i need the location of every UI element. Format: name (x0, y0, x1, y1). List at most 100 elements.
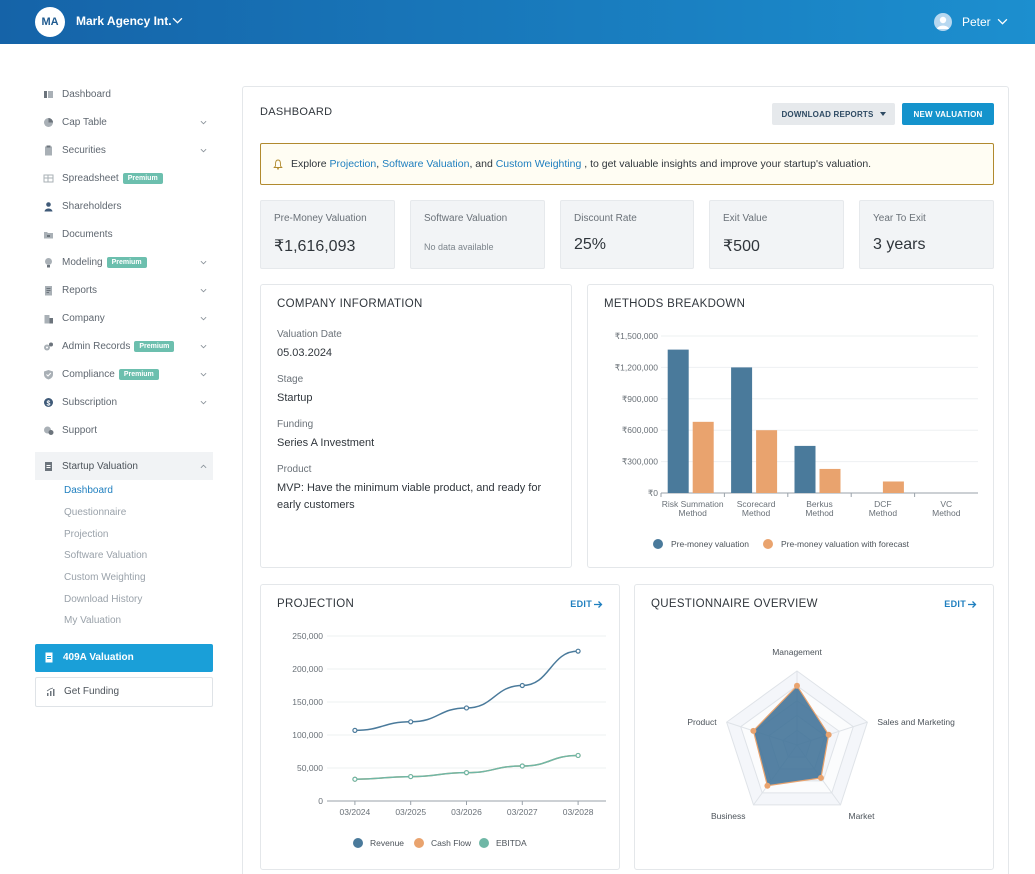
data-point[interactable] (408, 773, 414, 780)
product-label: Product (277, 464, 312, 475)
sidebar-item-label: Subscription (62, 396, 118, 408)
methods-breakdown-chart: ₹0 ₹300,000 ₹600,000 ₹900,000 ₹1,200,000 ₹1,5… (615, 331, 978, 549)
sidebar-item-label: Documents (62, 228, 113, 240)
sidebar-item-startup-valuation[interactable]: Startup Valuation (35, 452, 213, 480)
x-tick-label: VC Method (932, 499, 961, 518)
data-point[interactable] (575, 648, 581, 654)
sidebar-item-admin-records[interactable]: Admin Records Premium (35, 332, 213, 360)
data-point[interactable] (463, 705, 470, 711)
chevron-down-icon (200, 288, 207, 293)
bar[interactable] (756, 430, 778, 493)
legend-label: Cash Flow (431, 838, 472, 848)
submenu-item-dashboard[interactable]: Dashboard (64, 485, 113, 497)
projection-edit-button[interactable]: EDIT (570, 599, 603, 609)
clipboard-icon (45, 145, 52, 155)
new-valuation-button[interactable]: NEW VALUATION (902, 103, 994, 125)
submenu-item-download-history[interactable]: Download History (64, 593, 143, 605)
growth-chart-icon (46, 687, 55, 696)
projection-link[interactable]: Projection (329, 158, 377, 170)
card-title: METHODS BREAKDOWN (604, 298, 746, 310)
bar[interactable] (794, 445, 816, 493)
legend-label: Pre-money valuation (671, 539, 749, 549)
premium-badge: Premium (106, 256, 147, 268)
bar[interactable] (819, 468, 841, 493)
questionnaire-edit-button[interactable]: EDIT (944, 599, 977, 609)
sidebar-item-label: Shareholders (62, 200, 122, 212)
x-tick-label: 03/2027 (507, 807, 538, 817)
sidebar-item-spreadsheet[interactable]: Spreadsheet Premium (35, 164, 213, 192)
sidebar-item-cap-table[interactable]: Cap Table (35, 108, 213, 136)
submenu-item-software-valuation[interactable]: Software Valuation (64, 550, 148, 562)
bar[interactable] (882, 481, 904, 493)
submenu-item-questionnaire[interactable]: Questionnaire (64, 507, 127, 519)
sidebar-item-securities[interactable]: Securities (35, 136, 213, 164)
chevron-down-icon[interactable] (172, 15, 183, 26)
sidebar-item-shareholders[interactable]: Shareholders (35, 192, 213, 220)
data-point[interactable] (519, 682, 525, 689)
radar-point[interactable] (750, 727, 757, 734)
legend-swatch (763, 539, 773, 549)
sidebar-item-dashboard[interactable]: Dashboard (35, 80, 213, 108)
get-funding-label: Get Funding (64, 686, 120, 698)
data-point[interactable] (352, 776, 358, 782)
valuation-date-label: Valuation Date (277, 329, 342, 340)
submenu-item-custom-weighting[interactable]: Custom Weighting (64, 572, 146, 584)
download-reports-button[interactable]: DOWNLOAD REPORTS (772, 103, 895, 125)
kpi-label: Exit Value (723, 213, 768, 224)
chevron-down-icon (200, 260, 207, 265)
chevron-down-icon[interactable] (997, 16, 1008, 27)
data-point[interactable] (519, 763, 525, 769)
radar-point[interactable] (825, 731, 832, 738)
user-avatar-icon[interactable] (934, 13, 952, 31)
sidebar-item-label: Compliance (62, 368, 115, 380)
kpi-label: Pre-Money Valuation (274, 213, 367, 224)
radar-axis-label: Business (711, 811, 746, 821)
data-point[interactable] (575, 752, 581, 759)
bar[interactable] (667, 349, 689, 493)
submenu-item-projection[interactable]: Projection (64, 528, 109, 540)
sidebar-item-reports[interactable]: Reports (35, 276, 213, 304)
funding-label: Funding (277, 419, 314, 430)
y-tick-label: ₹300,000 (622, 457, 658, 467)
radar-point[interactable] (764, 782, 771, 789)
data-point[interactable] (408, 719, 414, 725)
user-name[interactable]: Peter (962, 15, 991, 29)
alert-separator: , (376, 158, 380, 170)
sidebar-item-label: Modeling (62, 256, 103, 268)
legend-swatch (479, 838, 489, 848)
card-title: PROJECTION (277, 598, 355, 610)
sidebar-item-subscription[interactable]: $ Subscription (35, 388, 213, 416)
sidebar-item-documents[interactable]: Documents (35, 220, 213, 248)
sidebar-item-support[interactable]: Support (35, 416, 213, 444)
page-title: DASHBOARD (260, 106, 333, 118)
y-tick-label: 250,000 (292, 631, 323, 641)
409a-valuation-button[interactable]: 409A Valuation (35, 643, 213, 672)
series-line (354, 754, 579, 780)
data-point[interactable] (352, 727, 358, 733)
org-name[interactable]: Mark Agency Int. (76, 14, 172, 28)
org-avatar[interactable]: MA (35, 7, 65, 37)
shield-icon (44, 369, 53, 379)
radar-point[interactable] (817, 774, 824, 781)
support-icon (44, 426, 54, 435)
sidebar-item-compliance[interactable]: Compliance Premium (35, 360, 213, 388)
bar[interactable] (692, 421, 714, 493)
sidebar-item-modeling[interactable]: Modeling Premium (35, 248, 213, 276)
company-information-card: COMPANY INFORMATION Valuation Date 05.03… (260, 284, 572, 568)
y-tick-label: 50,000 (297, 763, 323, 773)
get-funding-button[interactable]: Get Funding (35, 676, 213, 707)
funding-value: Series A Investment (277, 437, 375, 449)
radar-point[interactable] (794, 682, 800, 689)
software-valuation-link[interactable]: Software Valuation (382, 158, 470, 170)
data-point[interactable] (463, 770, 470, 776)
building-icon (44, 314, 53, 323)
methods-breakdown-card: METHODS BREAKDOWN ₹0 ₹300,000 ₹600,000 ₹900… (587, 284, 994, 568)
startup-valuation-submenu: Dashboard Questionnaire Projection Software… (35, 480, 213, 632)
bar[interactable] (731, 367, 753, 493)
custom-weighting-link[interactable]: Custom Weighting (495, 158, 582, 170)
stage-label: Stage (277, 374, 304, 385)
sidebar-item-label: Cap Table (62, 116, 107, 128)
kpi-software-valuation: Software Valuation No data available (410, 200, 545, 269)
submenu-item-my-valuation[interactable]: My Valuation (64, 615, 122, 627)
sidebar-item-company[interactable]: Company (35, 304, 213, 332)
